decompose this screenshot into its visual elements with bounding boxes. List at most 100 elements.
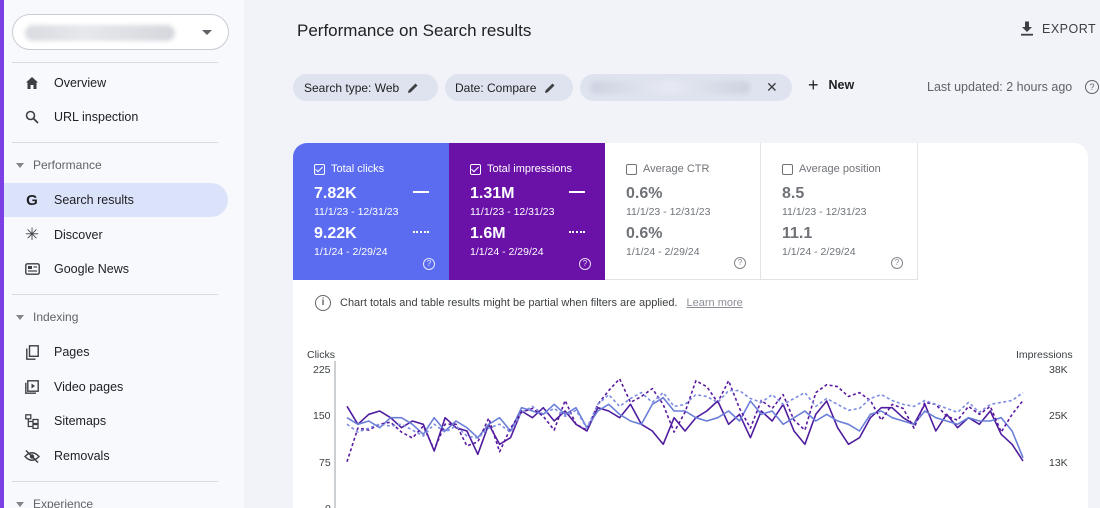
- sidebar-item-label: Pages: [54, 345, 90, 359]
- right-axis-title: Impressions: [1016, 349, 1073, 361]
- metric-tile-clicks[interactable]: Total clicks 7.82K 11/1/23 - 12/31/23 9.…: [293, 143, 449, 280]
- partial-results-notice: i Chart totals and table results might b…: [315, 295, 743, 311]
- sidebar-item-pages[interactable]: Pages: [4, 335, 228, 369]
- left-tick-label: 75: [319, 457, 331, 469]
- edit-pencil-icon: [408, 83, 418, 93]
- sidebar-item-label: Search results: [54, 193, 134, 207]
- search-icon: [23, 108, 41, 126]
- metric-label: Total impressions: [487, 163, 572, 175]
- checkbox-checked-icon[interactable]: [314, 163, 325, 175]
- google-g-icon: G: [26, 191, 38, 209]
- removals-eye-off-icon: [23, 447, 41, 465]
- close-icon[interactable]: ✕: [766, 79, 778, 95]
- page-title: Performance on Search results: [297, 21, 532, 40]
- info-icon: i: [315, 295, 331, 311]
- right-tick-label: 13K: [1049, 457, 1068, 469]
- last-updated-text: Last updated: 2 hours ago: [927, 80, 1073, 94]
- metric-label: Total clicks: [331, 163, 385, 175]
- help-icon[interactable]: ?: [579, 258, 591, 270]
- section-label: Performance: [33, 158, 102, 172]
- metric-date-range: 1/1/24 - 2/29/24: [626, 246, 700, 258]
- checkbox-checked-icon[interactable]: [470, 163, 481, 175]
- metric-tile-impressions[interactable]: Total impressions 1.31M 11/1/23 - 12/31/…: [449, 143, 605, 280]
- notice-text: Chart totals and table results might be …: [340, 297, 678, 309]
- learn-more-link[interactable]: Learn more: [686, 297, 743, 309]
- new-filter-button[interactable]: + New: [808, 76, 854, 94]
- right-tick-label: 38K: [1049, 364, 1068, 376]
- home-icon: [23, 74, 41, 92]
- filter-chip-redacted[interactable]: ✕: [580, 74, 792, 101]
- sidebar-item-google-news[interactable]: Google News: [4, 252, 228, 286]
- help-icon[interactable]: ?: [734, 257, 746, 269]
- pages-icon: [23, 343, 41, 361]
- metric-value-current: 1.31M: [470, 185, 515, 202]
- checkbox-unchecked-icon[interactable]: [626, 163, 637, 175]
- chip-label: Date: Compare: [455, 80, 537, 95]
- property-selector[interactable]: [12, 14, 229, 50]
- discover-asterisk-icon: ✳: [24, 225, 40, 244]
- performance-card: Total clicks 7.82K 11/1/23 - 12/31/23 9.…: [293, 143, 1088, 508]
- sidebar-item-label: Removals: [54, 449, 110, 463]
- metric-date-range: 11/1/23 - 12/31/23: [314, 206, 399, 218]
- divider: [12, 62, 218, 63]
- filter-chip-date[interactable]: Date: Compare: [445, 74, 573, 101]
- metric-date-range: 11/1/23 - 12/31/23: [782, 206, 867, 218]
- sidebar-item-label: Sitemaps: [54, 414, 107, 428]
- sidebar-item-url-inspection[interactable]: URL inspection: [4, 100, 228, 134]
- left-tick-label: 0: [325, 503, 331, 508]
- divider: [12, 142, 218, 143]
- section-label: Experience: [33, 497, 94, 508]
- help-icon[interactable]: ?: [1085, 80, 1099, 94]
- chip-label: Search type: Web: [304, 80, 400, 95]
- metric-tile-ctr[interactable]: Average CTR 0.6% 11/1/23 - 12/31/23 0.6%…: [605, 143, 761, 280]
- sidebar-item-discover[interactable]: ✳ Discover: [4, 218, 228, 252]
- checkbox-unchecked-icon[interactable]: [782, 163, 793, 175]
- dotted-line-legend-icon: [413, 231, 429, 233]
- left-tick-label: 150: [313, 410, 331, 422]
- filter-chip-search-type[interactable]: Search type: Web: [293, 74, 438, 101]
- metric-label: Average CTR: [643, 163, 710, 175]
- metric-date-range: 11/1/23 - 12/31/23: [470, 206, 555, 218]
- solid-line-legend-icon: [569, 191, 585, 193]
- sitemap-icon: [23, 412, 41, 430]
- metric-value-current: 0.6%: [626, 185, 663, 202]
- divider: [12, 481, 218, 482]
- sidebar-item-video-pages[interactable]: Video pages: [4, 370, 228, 404]
- series-line-clicks-previous[interactable]: [346, 396, 1024, 459]
- video-pages-icon: [23, 378, 41, 396]
- sidebar-item-label: Overview: [54, 76, 107, 90]
- edit-pencil-icon: [545, 83, 555, 93]
- metric-value-previous: 1.6M: [470, 225, 506, 242]
- sidebar-item-label: URL inspection: [54, 110, 139, 124]
- caret-down-icon: [16, 162, 24, 168]
- help-icon[interactable]: ?: [423, 258, 435, 270]
- metric-label: Average position: [799, 163, 881, 175]
- sidebar: Overview URL inspection Performance G Se…: [4, 0, 244, 508]
- caret-down-icon: [16, 314, 24, 320]
- sidebar-item-sitemaps[interactable]: Sitemaps: [4, 404, 228, 438]
- metric-date-range: 11/1/23 - 12/31/23: [626, 206, 711, 218]
- series-line-impressions-current[interactable]: [346, 377, 1024, 462]
- chip-label-redacted: [590, 81, 750, 94]
- metric-value-current: 7.82K: [314, 185, 357, 202]
- performance-line-chart[interactable]: [334, 361, 1037, 508]
- sidebar-item-label: Discover: [54, 228, 103, 242]
- sidebar-item-label: Video pages: [54, 380, 124, 394]
- sidebar-item-label: Google News: [54, 262, 130, 276]
- metric-date-range: 1/1/24 - 2/29/24: [782, 246, 856, 258]
- chevron-down-icon: [202, 30, 212, 35]
- caret-down-icon: [16, 501, 24, 507]
- sidebar-item-search-results[interactable]: G Search results: [4, 183, 228, 217]
- download-icon: [1021, 21, 1033, 36]
- metric-date-range: 1/1/24 - 2/29/24: [314, 246, 388, 258]
- left-tick-label: 225: [313, 364, 331, 376]
- sidebar-item-removals[interactable]: Removals: [4, 439, 228, 473]
- metric-date-range: 1/1/24 - 2/29/24: [470, 246, 544, 258]
- sidebar-item-overview[interactable]: Overview: [4, 66, 228, 100]
- dotted-line-legend-icon: [569, 231, 585, 233]
- divider: [12, 294, 218, 295]
- export-button[interactable]: EXPORT: [1020, 21, 1096, 36]
- help-icon[interactable]: ?: [891, 257, 903, 269]
- metric-tile-position[interactable]: Average position 8.5 11/1/23 - 12/31/23 …: [761, 143, 918, 280]
- metric-value-previous: 11.1: [782, 225, 813, 242]
